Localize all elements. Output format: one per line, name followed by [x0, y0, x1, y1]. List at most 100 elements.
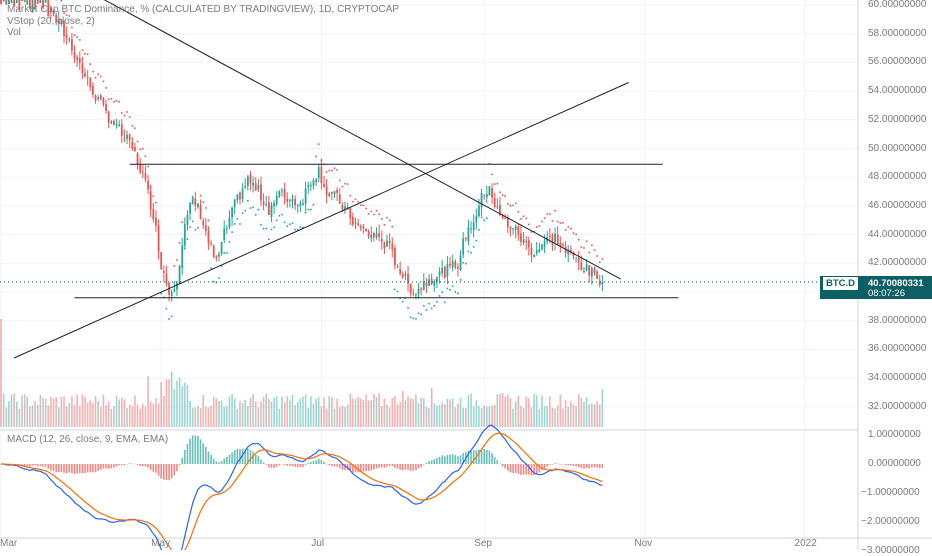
candle-body [454, 261, 456, 268]
macd-hist-bar [26, 464, 28, 466]
candle-body [87, 77, 89, 78]
candle-body [39, 0, 41, 3]
price-tick-label: 34.00000000 [868, 372, 926, 383]
volume-bar [499, 394, 501, 427]
macd-hist-bar [292, 464, 294, 466]
vstop-legend[interactable]: VStop (20, close, 2) [7, 16, 95, 27]
macd-hist-bar [567, 464, 569, 465]
macd-hist-bar [61, 464, 63, 472]
vstop-dot [355, 199, 357, 201]
candle-body [578, 258, 580, 263]
macd-hist-bar [126, 464, 128, 465]
candle-body [84, 73, 86, 77]
price-tick-label: 60.00000000 [868, 0, 926, 10]
vstop-dot [129, 116, 131, 118]
candle-body [331, 192, 333, 194]
volume-bar [428, 408, 430, 427]
candle-body [150, 191, 152, 209]
time-tick-label: May [151, 538, 170, 549]
macd-hist-bar [258, 456, 260, 464]
vstop-dot [271, 229, 273, 231]
volume-bar [339, 407, 341, 427]
vstop-dot [331, 170, 333, 172]
volume-bar [200, 408, 202, 427]
macd-hist-bar [552, 464, 554, 465]
vstop-dot [570, 228, 572, 230]
vstop-dot [110, 98, 112, 100]
candle-body [66, 35, 68, 38]
bar-countdown: 08:07:26 [868, 288, 905, 299]
volume-bar [394, 396, 396, 427]
macd-hist-bar [273, 464, 275, 468]
volume-bar [365, 394, 367, 427]
candle-body [588, 265, 590, 275]
vstop-dot [307, 209, 309, 211]
vstop-dot [504, 195, 506, 197]
macd-hist-bar [318, 459, 320, 464]
vstop-dot [150, 186, 152, 188]
vstop-dot [210, 267, 212, 269]
volume-bar [181, 386, 183, 427]
vstop-dot [465, 263, 467, 265]
macd-hist-bar [40, 464, 42, 466]
candle-body [462, 238, 464, 255]
volume-bar [523, 408, 525, 427]
macd-hist-bar [205, 447, 207, 464]
macd-hist-bar [454, 455, 456, 464]
volume-bar [478, 406, 480, 427]
macd-hist-bar [336, 464, 338, 467]
volume-bar [61, 397, 63, 427]
volume-bar [237, 409, 239, 427]
vstop-dot [160, 293, 162, 295]
volume-bar [536, 395, 538, 427]
macd-hist-bar [433, 459, 435, 464]
vstop-dot [273, 227, 275, 229]
vstop-dot [305, 212, 307, 214]
candle-body [412, 293, 414, 294]
candle-body [426, 283, 428, 285]
candle-body [200, 205, 202, 219]
volume-bar [384, 399, 386, 427]
candle-body [457, 267, 459, 269]
volume-bar [47, 405, 49, 427]
vstop-dot [454, 291, 456, 293]
macd-hist-bar [313, 461, 315, 464]
candle-body [307, 185, 309, 187]
macd-hist-bar [129, 463, 131, 464]
candle-body [549, 236, 551, 237]
volume-bar [13, 393, 15, 427]
vstop-dot [447, 288, 449, 290]
macd-hist-bar [394, 464, 396, 468]
macd-hist-bar [192, 435, 194, 464]
volume-legend[interactable]: Vol [7, 27, 21, 38]
vstop-dot [147, 166, 149, 168]
vstop-dot [431, 308, 433, 310]
volume-bar [294, 405, 296, 427]
volume-bar [381, 406, 383, 427]
volume-bar [313, 403, 315, 427]
macd-title[interactable]: MACD (12, 26, close, 9, EMA, EMA) [7, 434, 168, 445]
candle-body [192, 197, 194, 204]
vstop-dot [76, 36, 78, 38]
volume-bar [504, 397, 506, 427]
vstop-dot [441, 291, 443, 293]
candle-body [89, 78, 91, 87]
candle-body [520, 233, 522, 241]
macd-hist-bar [305, 464, 307, 465]
candle-body [341, 205, 343, 210]
vstop-dot [502, 194, 504, 196]
volume-bar [397, 404, 399, 427]
candle-body [415, 294, 417, 295]
candle-body [376, 234, 378, 238]
macd-hist-bar [328, 464, 330, 465]
price-tick-label: 58.00000000 [868, 28, 926, 39]
candle-body [158, 226, 160, 252]
macd-hist-bar [189, 439, 191, 464]
vstop-dot [486, 217, 488, 219]
volume-bar [45, 399, 47, 427]
vstop-dot [74, 34, 76, 36]
macd-hist-bar [300, 464, 302, 467]
candle-body [145, 173, 147, 179]
macd-hist-bar [557, 464, 559, 465]
